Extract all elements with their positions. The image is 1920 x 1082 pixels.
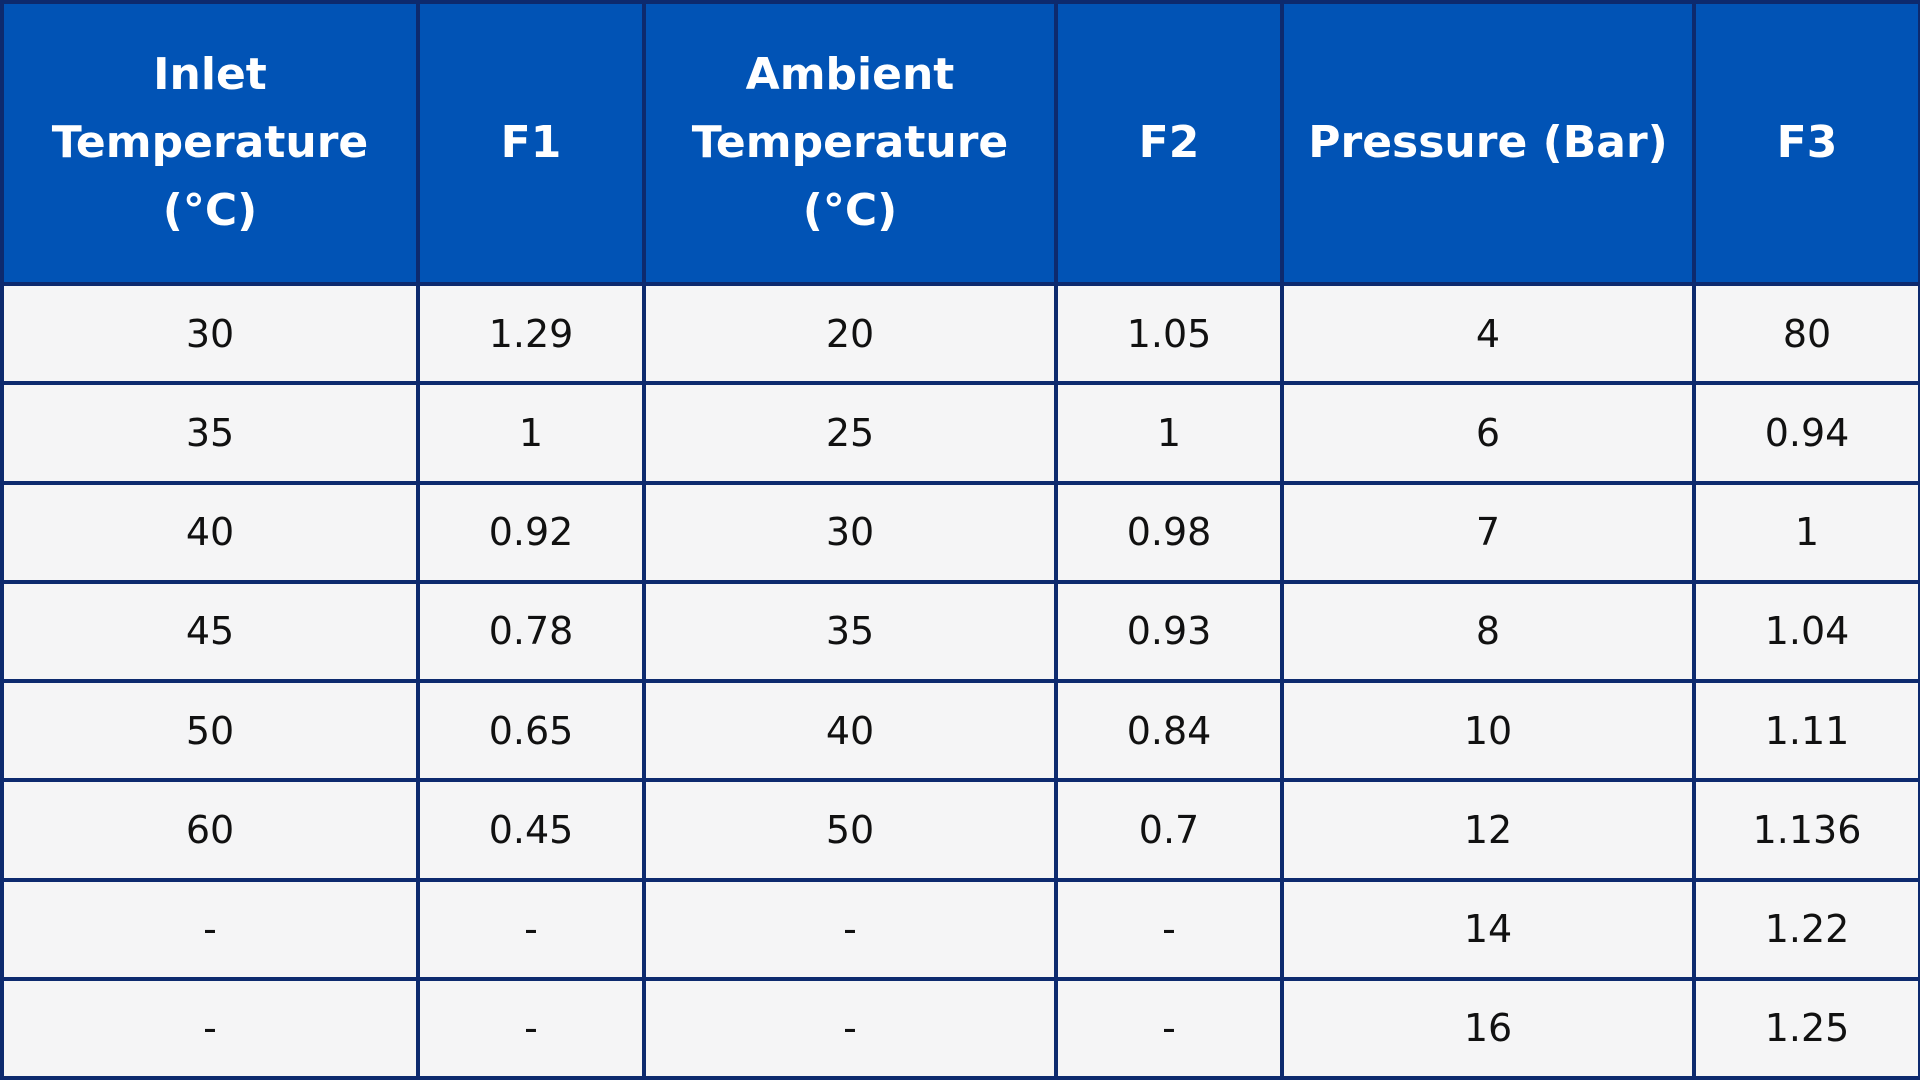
cell-f2: 0.84	[1054, 678, 1284, 783]
header-ambient-temperature: Ambient Temperature (°C)	[642, 0, 1058, 286]
header-pressure: Pressure (Bar)	[1280, 0, 1696, 286]
table-row: 60 0.45 50 0.7 12 1.136	[0, 778, 1920, 882]
cell-pressure: 10	[1280, 678, 1696, 783]
cell-ambient-temperature: 25	[642, 381, 1058, 485]
cell-ambient-temperature: 30	[642, 480, 1058, 584]
cell-f2: 0.98	[1054, 480, 1284, 584]
table-row: 30 1.29 20 1.05 4 80	[0, 281, 1920, 386]
header-f1: F1	[416, 0, 646, 286]
cell-ambient-temperature: 35	[642, 579, 1058, 684]
cell-f3: 1.22	[1692, 877, 1920, 981]
header-row: Inlet Temperature (°C) F1 Ambient Temper…	[0, 0, 1920, 286]
cell-pressure: 7	[1280, 480, 1696, 584]
cell-inlet-temperature: -	[0, 877, 420, 981]
header-inlet-temperature: Inlet Temperature (°C)	[0, 0, 420, 286]
cell-ambient-temperature: -	[642, 976, 1058, 1081]
cell-inlet-temperature: 45	[0, 579, 420, 684]
cell-f2: -	[1054, 877, 1284, 981]
cell-f2: -	[1054, 976, 1284, 1081]
cell-pressure: 16	[1280, 976, 1696, 1081]
cell-inlet-temperature: 60	[0, 778, 420, 882]
cell-inlet-temperature: 35	[0, 381, 420, 485]
cell-ambient-temperature: 50	[642, 778, 1058, 882]
cell-f2: 1	[1054, 381, 1284, 485]
cell-f2: 0.93	[1054, 579, 1284, 684]
cell-pressure: 12	[1280, 778, 1696, 882]
table-row: 35 1 25 1 6 0.94	[0, 381, 1920, 485]
cell-f1: -	[416, 877, 646, 981]
cell-inlet-temperature: 30	[0, 281, 420, 386]
cell-f1: 0.92	[416, 480, 646, 584]
cell-pressure: 6	[1280, 381, 1696, 485]
cell-pressure: 4	[1280, 281, 1696, 386]
cell-f2: 0.7	[1054, 778, 1284, 882]
table-row: 50 0.65 40 0.84 10 1.11	[0, 678, 1920, 783]
cell-f3: 80	[1692, 281, 1920, 386]
cell-f3: 1.04	[1692, 579, 1920, 684]
cell-f2: 1.05	[1054, 281, 1284, 386]
cell-pressure: 14	[1280, 877, 1696, 981]
cell-inlet-temperature: -	[0, 976, 420, 1081]
table-row: - - - - 14 1.22	[0, 877, 1920, 981]
cell-ambient-temperature: -	[642, 877, 1058, 981]
cell-f3: 1	[1692, 480, 1920, 584]
cell-f1: 0.45	[416, 778, 646, 882]
cell-f1: 1.29	[416, 281, 646, 386]
table-row: - - - - 16 1.25	[0, 976, 1920, 1081]
cell-f3: 1.11	[1692, 678, 1920, 783]
cell-f1: 0.65	[416, 678, 646, 783]
cell-f3: 1.136	[1692, 778, 1920, 882]
cell-ambient-temperature: 20	[642, 281, 1058, 386]
cell-f3: 0.94	[1692, 381, 1920, 485]
cell-f1: 1	[416, 381, 646, 485]
header-f2: F2	[1054, 0, 1284, 286]
table-row: 45 0.78 35 0.93 8 1.04	[0, 579, 1920, 684]
cell-inlet-temperature: 40	[0, 480, 420, 584]
cell-pressure: 8	[1280, 579, 1696, 684]
cell-ambient-temperature: 40	[642, 678, 1058, 783]
cell-inlet-temperature: 50	[0, 678, 420, 783]
table-row: 40 0.92 30 0.98 7 1	[0, 480, 1920, 584]
cell-f1: -	[416, 976, 646, 1081]
cell-f1: 0.78	[416, 579, 646, 684]
cell-f3: 1.25	[1692, 976, 1920, 1081]
header-f3: F3	[1692, 0, 1920, 286]
